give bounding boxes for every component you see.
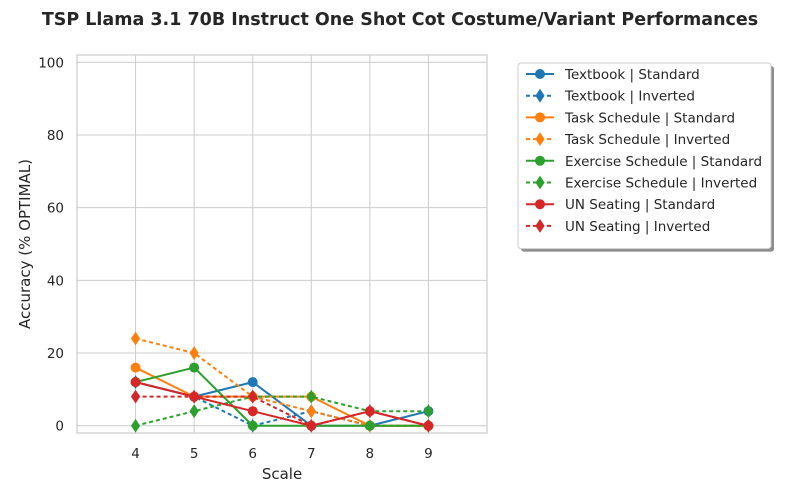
legend-marker bbox=[535, 112, 545, 123]
data-point bbox=[130, 331, 141, 346]
grid-layer bbox=[77, 55, 487, 433]
series-line bbox=[135, 337, 429, 427]
y-tick-label: 40 bbox=[47, 273, 64, 289]
y-tick-label: 60 bbox=[47, 201, 64, 217]
data-point bbox=[248, 389, 258, 404]
data-point bbox=[130, 377, 141, 388]
legend-entry: Exercise Schedule | Inverted bbox=[565, 176, 757, 192]
data-point bbox=[130, 418, 141, 433]
data-point bbox=[189, 346, 199, 360]
series-line bbox=[135, 395, 429, 427]
plot-frame bbox=[76, 54, 488, 434]
legend-entry: Textbook | Inverted bbox=[564, 89, 695, 105]
legend-marker bbox=[535, 132, 545, 147]
legend-marker bbox=[535, 218, 545, 233]
data-point bbox=[423, 404, 434, 419]
y-tick-label: 100 bbox=[38, 55, 64, 71]
data-point bbox=[189, 362, 200, 373]
series-group bbox=[130, 389, 434, 433]
legend-box bbox=[517, 62, 772, 250]
x-tick-label: 6 bbox=[248, 446, 257, 462]
data-point bbox=[247, 377, 258, 388]
legend-marker bbox=[535, 88, 545, 103]
legend-entry: UN Seating | Inverted bbox=[565, 219, 710, 235]
x-tick-label: 7 bbox=[307, 446, 316, 462]
data-point bbox=[247, 406, 258, 417]
x-tick-label: 5 bbox=[190, 446, 199, 462]
series-group bbox=[130, 331, 434, 433]
legend-entry: Task Schedule | Inverted bbox=[564, 132, 730, 148]
series-layer bbox=[130, 331, 434, 433]
legend-marker bbox=[535, 199, 545, 210]
legend-entry: Textbook | Standard bbox=[564, 67, 700, 83]
data-point bbox=[247, 420, 258, 431]
legend-marker bbox=[535, 175, 545, 190]
data-point bbox=[189, 404, 199, 419]
legend-marker bbox=[535, 155, 545, 166]
x-tick-label: 9 bbox=[424, 446, 433, 462]
data-point bbox=[189, 389, 199, 404]
data-point bbox=[364, 420, 375, 431]
x-tick-label: 4 bbox=[131, 446, 140, 462]
data-point bbox=[365, 404, 375, 419]
series-line bbox=[135, 366, 429, 427]
data-point bbox=[423, 418, 434, 433]
x-axis-label: Scale bbox=[262, 465, 302, 483]
y-tick-label: 80 bbox=[47, 128, 64, 144]
series-line bbox=[135, 395, 429, 427]
legend-entry: Exercise Schedule | Standard bbox=[565, 154, 762, 170]
data-point bbox=[306, 389, 316, 404]
chart-title: TSP Llama 3.1 70B Instruct One Shot Cot … bbox=[42, 10, 758, 30]
y-tick-label: 20 bbox=[47, 346, 64, 362]
legend: Textbook | Standard Textbook | Inverted Ta… bbox=[517, 62, 774, 252]
legend-marker bbox=[535, 69, 545, 79]
x-tick-label: 8 bbox=[366, 446, 375, 462]
data-point bbox=[306, 418, 316, 433]
tick-layer: 4 5 6 7 8 9 0 20 40 60 80 100 bbox=[38, 55, 433, 462]
data-point bbox=[130, 362, 141, 373]
data-point bbox=[306, 404, 316, 419]
legend-entry: Task Schedule | Standard bbox=[564, 110, 735, 126]
data-point bbox=[130, 389, 141, 404]
legend-entry: UN Seating | Standard bbox=[565, 197, 715, 213]
y-axis-label: Accuracy (% OPTIMAL) bbox=[16, 159, 34, 329]
y-tick-label: 0 bbox=[55, 419, 64, 435]
